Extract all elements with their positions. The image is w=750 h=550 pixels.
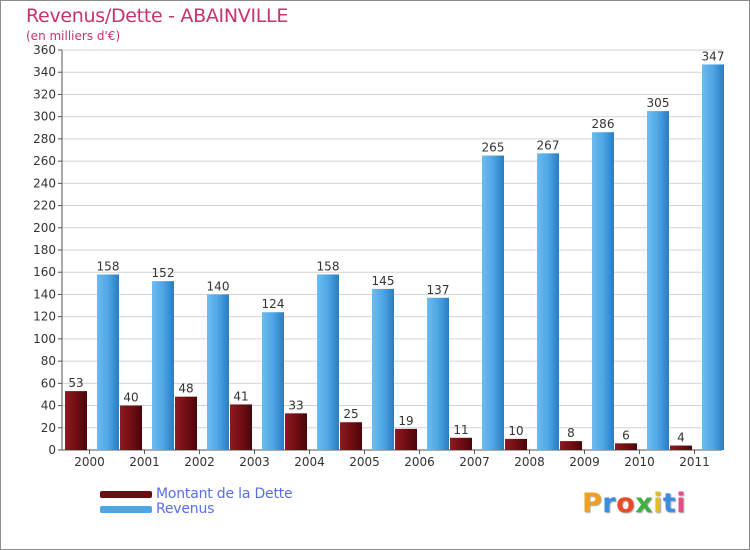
- x-tick-label: 2002: [184, 455, 215, 469]
- y-tick-label: 160: [33, 265, 56, 279]
- y-tick-label: 140: [33, 287, 56, 301]
- x-tick-label: 2006: [404, 455, 435, 469]
- x-tick-label: 2005: [349, 455, 380, 469]
- bar-revenus: [537, 153, 559, 451]
- y-tick-label: 300: [33, 110, 56, 124]
- data-label-revenus: 145: [372, 274, 395, 288]
- data-label-dette: 6: [622, 428, 630, 442]
- y-tick-label: 360: [33, 43, 56, 57]
- data-label-dette: 10: [508, 424, 523, 438]
- logo-letter: i: [653, 488, 663, 519]
- x-tick-label: 2011: [679, 455, 710, 469]
- bar-revenus: [592, 132, 614, 450]
- y-tick-label: 40: [41, 399, 56, 413]
- data-label-revenus: 347: [702, 49, 725, 63]
- bar-dette: [340, 422, 362, 450]
- bar-revenus: [427, 297, 449, 450]
- bar-dette: [670, 445, 692, 450]
- x-tick-label: 2001: [129, 455, 160, 469]
- data-label-dette: 8: [567, 426, 575, 440]
- data-label-revenus: 305: [647, 96, 670, 110]
- data-label-revenus: 152: [152, 266, 175, 280]
- data-label-revenus: 267: [537, 138, 560, 152]
- data-label-dette: 40: [123, 391, 138, 405]
- bar-revenus: [482, 155, 504, 451]
- bar-revenus: [97, 274, 119, 450]
- legend-label-revenus: Revenus: [156, 501, 215, 517]
- x-tick-label: 2000: [74, 455, 105, 469]
- y-tick-label: 320: [33, 87, 56, 101]
- bar-revenus: [152, 281, 174, 450]
- y-tick-label: 100: [33, 332, 56, 346]
- legend-swatch-revenus: [100, 505, 152, 513]
- data-label-revenus: 265: [482, 141, 505, 155]
- data-label-revenus: 124: [262, 297, 285, 311]
- bar-dette: [175, 396, 197, 450]
- x-tick-label: 2008: [514, 455, 545, 469]
- data-label-dette: 48: [178, 382, 193, 396]
- bar-revenus: [647, 111, 669, 450]
- data-label-dette: 41: [233, 389, 248, 403]
- data-label-revenus: 286: [592, 117, 615, 131]
- bar-dette: [65, 391, 87, 450]
- logo-letter: x: [635, 488, 654, 519]
- logo-letter: i: [676, 488, 687, 519]
- data-label-dette: 19: [398, 414, 413, 428]
- bar-dette: [230, 404, 252, 450]
- proxiti-logo: Proxiti: [582, 488, 686, 519]
- data-label-dette: 4: [677, 431, 685, 445]
- legend-item-dette: Montant de la Dette: [100, 486, 293, 502]
- logo-letter: P: [582, 488, 603, 519]
- bar-dette: [450, 437, 472, 450]
- data-label-revenus: 158: [317, 259, 340, 273]
- logo-letter: o: [616, 488, 636, 519]
- x-tick-label: 2009: [569, 455, 600, 469]
- y-tick-label: 280: [33, 132, 56, 146]
- bar-revenus: [702, 64, 724, 450]
- bar-dette: [285, 413, 307, 450]
- x-tick-label: 2010: [624, 455, 655, 469]
- data-label-dette: 25: [343, 407, 358, 421]
- data-label-dette: 53: [68, 376, 83, 390]
- data-label-dette: 33: [288, 398, 303, 412]
- bar-dette: [560, 441, 582, 450]
- y-tick-label: 200: [33, 221, 56, 235]
- bar-dette: [120, 405, 142, 450]
- logo-letter: t: [662, 488, 677, 519]
- bar-dette: [505, 438, 527, 450]
- data-label-revenus: 158: [97, 259, 120, 273]
- data-label-revenus: 140: [207, 279, 230, 293]
- y-tick-label: 0: [48, 443, 56, 457]
- y-tick-label: 180: [33, 243, 56, 257]
- y-tick-label: 120: [33, 310, 56, 324]
- chart-title: Revenus/Dette - ABAINVILLE: [26, 5, 289, 27]
- y-tick-label: 260: [33, 154, 56, 168]
- y-tick-label: 60: [41, 376, 56, 390]
- x-tick-label: 2003: [239, 455, 270, 469]
- legend-label-dette: Montant de la Dette: [156, 486, 293, 502]
- x-tick-label: 2007: [459, 455, 490, 469]
- bar-revenus: [207, 294, 229, 450]
- data-label-revenus: 137: [427, 283, 450, 297]
- y-tick-label: 340: [33, 65, 56, 79]
- legend-swatch-dette: [100, 490, 152, 498]
- legend-item-revenus: Revenus: [100, 501, 215, 517]
- chart-subtitle: (en milliers d'€): [26, 29, 121, 43]
- y-tick-label: 220: [33, 199, 56, 213]
- bar-dette: [615, 443, 637, 450]
- bar-dette: [395, 428, 417, 450]
- logo-letter: r: [602, 488, 617, 519]
- y-tick-label: 20: [41, 421, 56, 435]
- y-tick-label: 80: [41, 354, 56, 368]
- data-label-dette: 11: [453, 423, 468, 437]
- x-tick-label: 2004: [294, 455, 325, 469]
- bar-revenus: [262, 312, 284, 450]
- bar-revenus: [317, 274, 339, 450]
- bar-revenus: [372, 288, 394, 450]
- y-tick-label: 240: [33, 176, 56, 190]
